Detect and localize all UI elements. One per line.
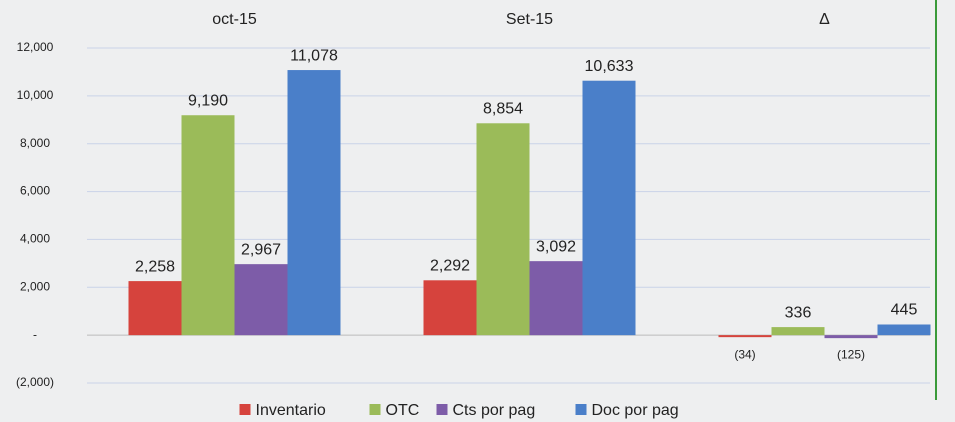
bar [877,324,931,336]
bar [529,261,583,336]
bar [423,280,477,336]
y-tick-label: 10,000 [17,88,54,102]
legend-swatch [369,404,381,415]
data-label: (34) [734,347,755,361]
data-label: 10,633 [585,58,634,75]
category-label: oct-15 [212,11,257,28]
y-tick-label: 4,000 [20,232,50,246]
legend-swatch [436,404,448,415]
legend-label: OTC [386,402,420,419]
y-tick-label: (2,000) [16,375,54,389]
data-label: 8,854 [483,100,523,117]
bar [181,115,235,336]
bar [582,80,636,336]
legend-label: Cts por pag [453,402,536,419]
data-label: 3,092 [536,238,576,255]
data-label: 2,292 [430,258,470,275]
legend-label: Doc por pag [592,402,679,419]
legend-swatch [239,404,251,415]
data-label: 9,190 [188,92,228,109]
bar [476,123,530,336]
bar [287,70,341,336]
bar [128,281,182,336]
data-label: (125) [837,347,865,361]
y-tick-label: 2,000 [20,279,50,293]
data-label: 2,258 [135,258,175,275]
data-label: 2,967 [241,241,281,258]
bar [234,264,288,336]
legend-label: Inventario [256,402,326,419]
data-label: 11,078 [290,47,338,64]
category-label: Δ [819,11,830,28]
bar [771,327,825,336]
legend-swatch [575,404,587,415]
y-tick-label: 6,000 [20,184,50,198]
category-label: Set-15 [506,11,553,28]
data-label: 445 [891,302,918,319]
bar [718,335,772,338]
y-tick-label: 12,000 [17,40,54,54]
y-tick-label: 8,000 [20,136,50,150]
data-label: 336 [785,304,812,321]
bar [824,335,878,339]
y-tick-label: - [33,327,37,341]
